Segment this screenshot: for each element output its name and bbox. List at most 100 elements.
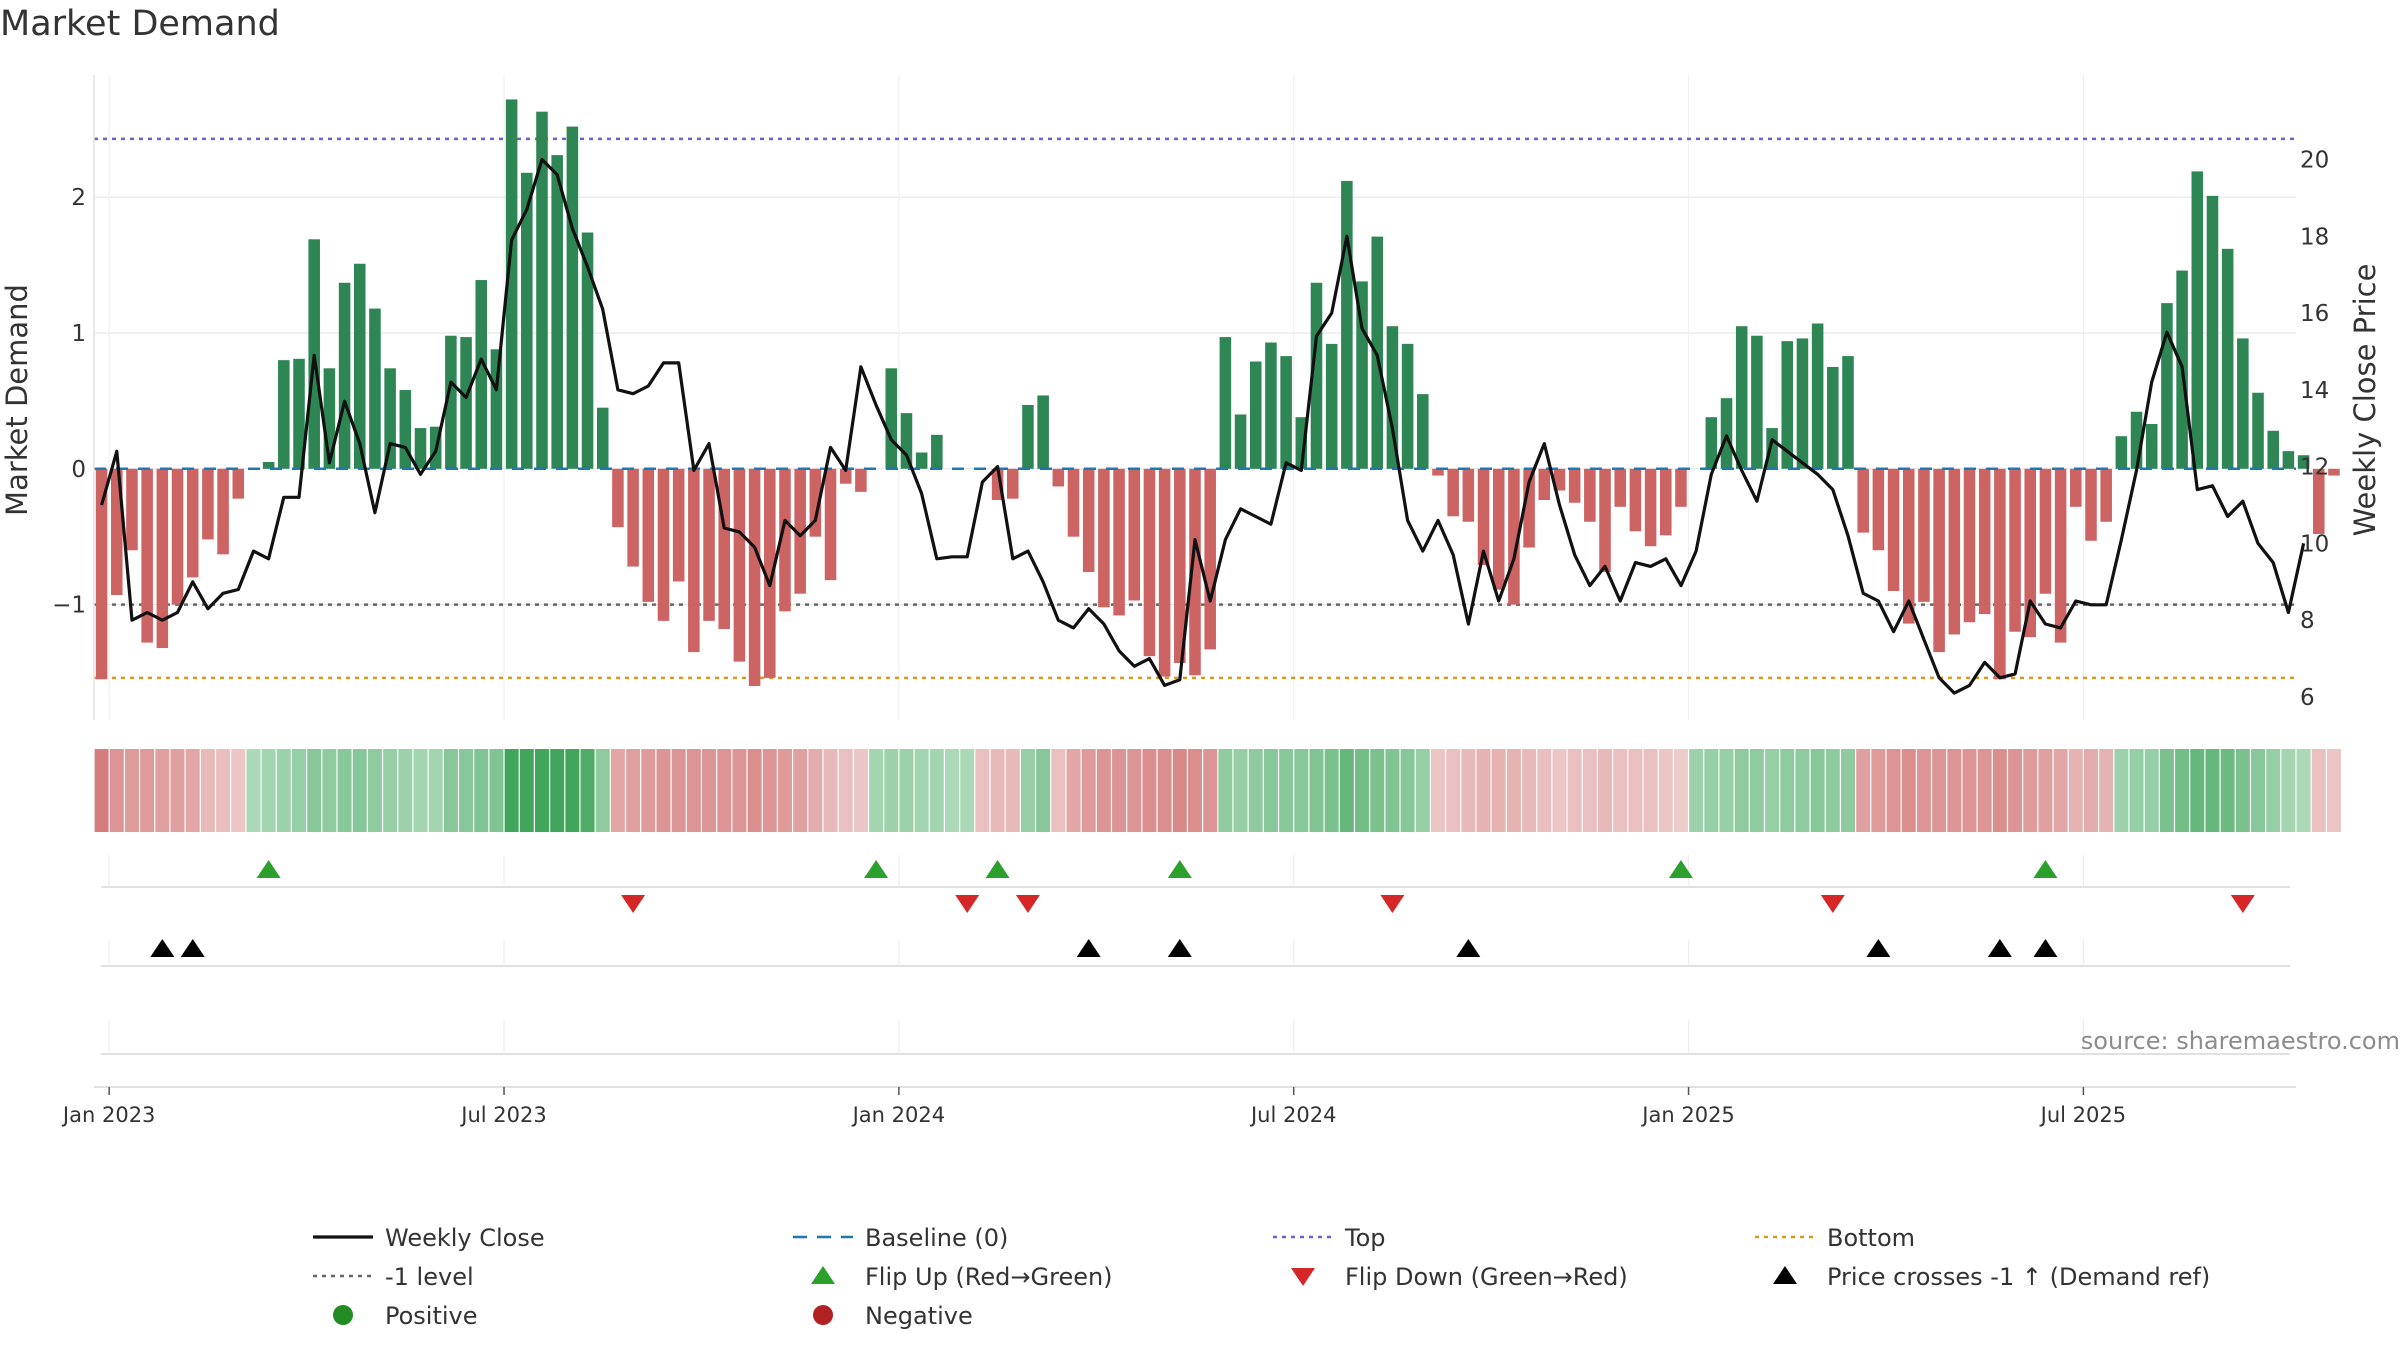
demand-bar-positive — [915, 452, 928, 469]
demand-bar-positive — [1720, 398, 1733, 469]
color-strip-cell — [2220, 749, 2235, 832]
color-strip-cell — [1248, 749, 1263, 832]
demand-bar-negative — [1538, 468, 1551, 501]
demand-bar-positive — [2191, 171, 2204, 469]
flip-up-marker — [1668, 860, 1693, 878]
color-strip-cell — [1324, 749, 1339, 832]
color-strip-cell — [580, 749, 595, 832]
color-strip-cell — [1841, 749, 1855, 832]
demand-bar-positive — [1401, 343, 1414, 469]
flip-up-marker — [1167, 860, 1192, 878]
demand-bar-positive — [293, 358, 305, 469]
demand-bar-negative — [748, 468, 761, 687]
demand-bar-negative — [1113, 468, 1125, 616]
demand-bar-positive — [1796, 338, 1809, 469]
color-strip-cell — [686, 749, 701, 832]
color-strip-cell — [1689, 749, 1704, 832]
color-strip-cell — [428, 749, 443, 832]
color-strip-cell — [2068, 749, 2083, 832]
demand-bars — [94, 99, 2340, 687]
demand-bar-negative — [1584, 468, 1596, 522]
demand-bar-negative — [1963, 468, 1976, 623]
color-strip-cell — [1446, 749, 1461, 832]
demand-bar-positive — [1022, 404, 1034, 469]
color-strip-cell — [231, 749, 246, 832]
demand-bar-positive — [490, 349, 503, 469]
legend-label: Flip Up (Red→Green) — [865, 1263, 1113, 1291]
right-tick-label: 8 — [2300, 608, 2315, 634]
demand-bar-negative — [718, 468, 730, 630]
demand-bar-positive — [414, 428, 427, 469]
color-strip-cell — [2053, 749, 2068, 832]
color-strip-cell — [1780, 749, 1795, 832]
color-strip-cell — [1400, 749, 1415, 832]
color-strip-cell — [261, 749, 276, 832]
price-cross-marker — [150, 939, 175, 957]
demand-bar-positive — [2161, 303, 2173, 469]
demand-bar-negative — [1629, 468, 1642, 532]
price-cross-marker — [1076, 939, 1101, 957]
color-strip-cell — [1430, 749, 1445, 832]
color-strip-cell — [1218, 749, 1233, 832]
color-strip-cell — [185, 749, 200, 832]
color-strip-cell — [1916, 749, 1931, 832]
color-strip-cell — [1613, 749, 1628, 832]
color-strip-cell — [1339, 749, 1354, 832]
color-strip-cell — [398, 749, 413, 832]
color-strip-cell — [1157, 749, 1172, 832]
demand-bar-negative — [1902, 468, 1915, 624]
demand-bar-positive — [1386, 326, 1399, 469]
color-strip-cell — [838, 749, 853, 832]
color-strip-cell — [1795, 749, 1810, 832]
color-strip-cell — [1552, 749, 1567, 832]
date-axis: Jan 2023 Jul 2023 Jan 2024 Jul 2024 Jan 2025… — [61, 1086, 2296, 1127]
demand-bar-negative — [642, 468, 655, 602]
color-strip-cell — [626, 749, 641, 832]
color-strip-cell — [124, 749, 139, 832]
demand-bar-negative — [1204, 468, 1216, 650]
demand-bar-positive — [931, 434, 943, 469]
color-strip-cell — [702, 749, 717, 832]
color-strip-cell — [671, 749, 686, 832]
color-strip-cell — [2205, 749, 2220, 832]
color-strip-cell — [990, 749, 1005, 832]
legend-swatch-triangle-up — [1773, 1266, 1797, 1284]
legend-label: Baseline (0) — [865, 1224, 1008, 1252]
legend-label: Top — [1344, 1224, 1386, 1252]
legend-item: Positive — [333, 1302, 478, 1330]
date-tick-label: Jan 2023 — [61, 1103, 156, 1127]
color-strip-cell — [960, 749, 975, 832]
demand-bar-negative — [1978, 468, 1991, 615]
price-cross-marker — [1456, 939, 1481, 957]
color-strip-cell — [1643, 749, 1658, 832]
color-strip-cell — [1203, 749, 1218, 832]
flip-up-marker — [985, 860, 1010, 878]
color-strip-cell — [777, 749, 792, 832]
color-strip-cell — [656, 749, 671, 832]
demand-bar-negative — [991, 468, 1004, 501]
color-strip-cell — [610, 749, 625, 832]
color-strip-cell — [1506, 749, 1521, 832]
demand-bar-positive — [1310, 282, 1323, 469]
legend-item: Flip Down (Green→Red) — [1291, 1263, 1628, 1291]
color-strip-cell — [929, 749, 944, 832]
color-strip-cell — [747, 749, 762, 832]
color-strip-cell — [1142, 749, 1157, 832]
demand-bar-negative — [703, 468, 715, 621]
color-strip-cell — [595, 749, 610, 832]
legend-swatch-circle — [333, 1305, 353, 1325]
right-tick-label: 14 — [2300, 378, 2329, 404]
demand-bar-negative — [764, 468, 776, 678]
demand-bar-positive — [1341, 180, 1353, 469]
color-strip-cell — [2266, 749, 2281, 832]
color-strip-cell — [2114, 749, 2129, 832]
demand-bar-positive — [536, 111, 548, 469]
color-strip-cell — [853, 749, 868, 832]
color-strip-cell — [322, 749, 337, 832]
right-tick-label: 20 — [2300, 147, 2329, 173]
color-strip-cell — [1977, 749, 1992, 832]
demand-bar-negative — [1675, 468, 1687, 507]
demand-bar-negative — [141, 468, 153, 643]
demand-bar-negative — [1158, 468, 1171, 677]
